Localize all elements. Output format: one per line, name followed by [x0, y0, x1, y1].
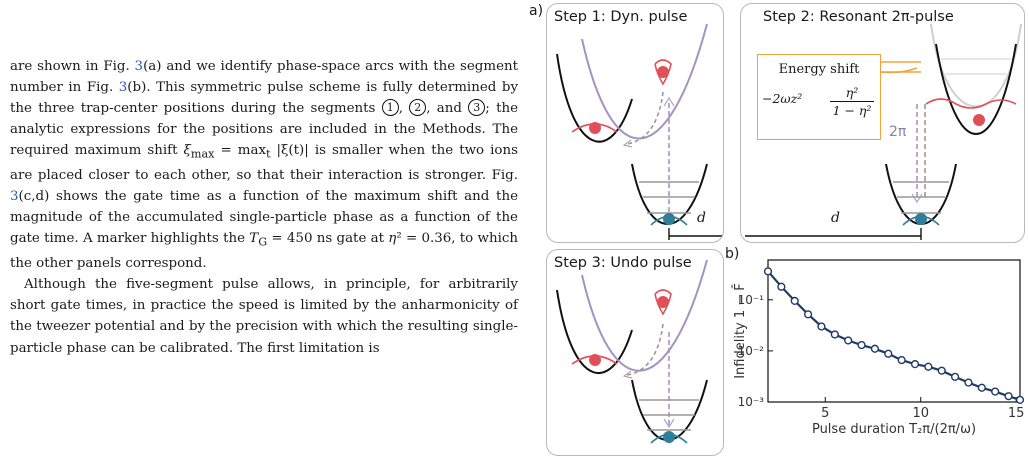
step2-panel: Step 2: Resonant 2π-pulse Energy shift — [740, 3, 1025, 243]
step2-title: Step 2: Resonant 2π-pulse — [763, 9, 954, 25]
data-point — [977, 383, 986, 392]
data-point — [857, 340, 866, 350]
step1-diagram — [556, 23, 723, 240]
energy-shift-prefix: −2ωz² — [762, 91, 803, 106]
ion-red — [589, 122, 601, 134]
figure-3: a) Step 1: Dyn. pulse d Step 2: Res — [528, 0, 1029, 462]
y-tick-label: 10⁻¹ — [738, 293, 765, 307]
x-axis-label: Pulse duration T₂π/(2π/ω) — [812, 422, 976, 437]
data-point — [870, 344, 880, 353]
energy-shift-box: Energy shift −2ωz² η² 1 − η² — [757, 54, 881, 140]
paragraph-2: Although the five-segment pulse allows, … — [10, 277, 518, 356]
data-point — [924, 362, 933, 371]
x-tick-label: 10 — [912, 406, 929, 421]
series-line — [767, 270, 1021, 401]
segment-2-marker: 2 — [409, 99, 427, 117]
y-tick-label: 10⁻² — [738, 344, 765, 358]
step1-title: Step 1: Dyn. pulse — [554, 9, 688, 25]
step2-diagram — [745, 23, 1022, 240]
data-point — [790, 296, 799, 306]
data-point — [830, 330, 839, 339]
x-tick-label: 15 — [1008, 406, 1025, 421]
energy-shift-fraction: η² 1 − η² — [826, 85, 878, 118]
data-point — [763, 267, 773, 276]
body-text-column: are shown in Fig. 3(a) and we identify p… — [10, 56, 518, 359]
figure-ref[interactable]: 3 — [134, 59, 144, 74]
panel-b-label: b) — [725, 246, 740, 262]
fraction-numerator: η² — [845, 85, 859, 100]
data-point — [991, 387, 1000, 396]
x-tick-label: 5 — [821, 406, 829, 421]
paragraph-1: are shown in Fig. 3(a) and we identify p… — [10, 59, 519, 272]
data-point — [964, 378, 973, 387]
step3-title: Step 3: Undo pulse — [554, 255, 692, 271]
two-pi-label: 2π — [889, 124, 907, 140]
y-axis-label: Infidelity 1 − F̄ — [733, 283, 748, 379]
data-point — [910, 360, 920, 369]
segment-3-marker: 3 — [468, 99, 486, 117]
distance-label: d — [831, 210, 840, 226]
data-point — [844, 336, 853, 345]
data-point — [884, 349, 893, 358]
segment-1-marker: 1 — [381, 99, 399, 117]
data-point — [950, 372, 960, 381]
step1-panel: Step 1: Dyn. pulse d — [546, 3, 724, 243]
data-point — [777, 282, 786, 291]
fraction-denominator: 1 − η² — [832, 103, 872, 118]
energy-shift-title: Energy shift — [778, 62, 860, 77]
figure-ref[interactable]: 3 — [118, 80, 128, 96]
infidelity-chart: 5 10 15 10⁻¹ 10⁻² 10⁻³ Pulse duration T₂π/(2π/… — [733, 259, 1025, 437]
y-tick-label: 10⁻³ — [738, 395, 765, 409]
data-point — [1015, 395, 1025, 404]
step3-panel: Step 3: Undo pulse — [546, 249, 724, 456]
data-point — [803, 310, 813, 319]
panel-a-label: a) — [529, 3, 544, 19]
figure-ref[interactable]: 3 — [10, 189, 19, 205]
step3-diagram — [556, 259, 708, 444]
data-point — [937, 366, 946, 375]
data-point — [897, 356, 906, 365]
plot-frame — [767, 259, 1021, 403]
data-point — [1004, 392, 1013, 401]
data-point — [817, 322, 826, 331]
distance-label: d — [697, 210, 706, 226]
ion-teal — [663, 213, 675, 225]
